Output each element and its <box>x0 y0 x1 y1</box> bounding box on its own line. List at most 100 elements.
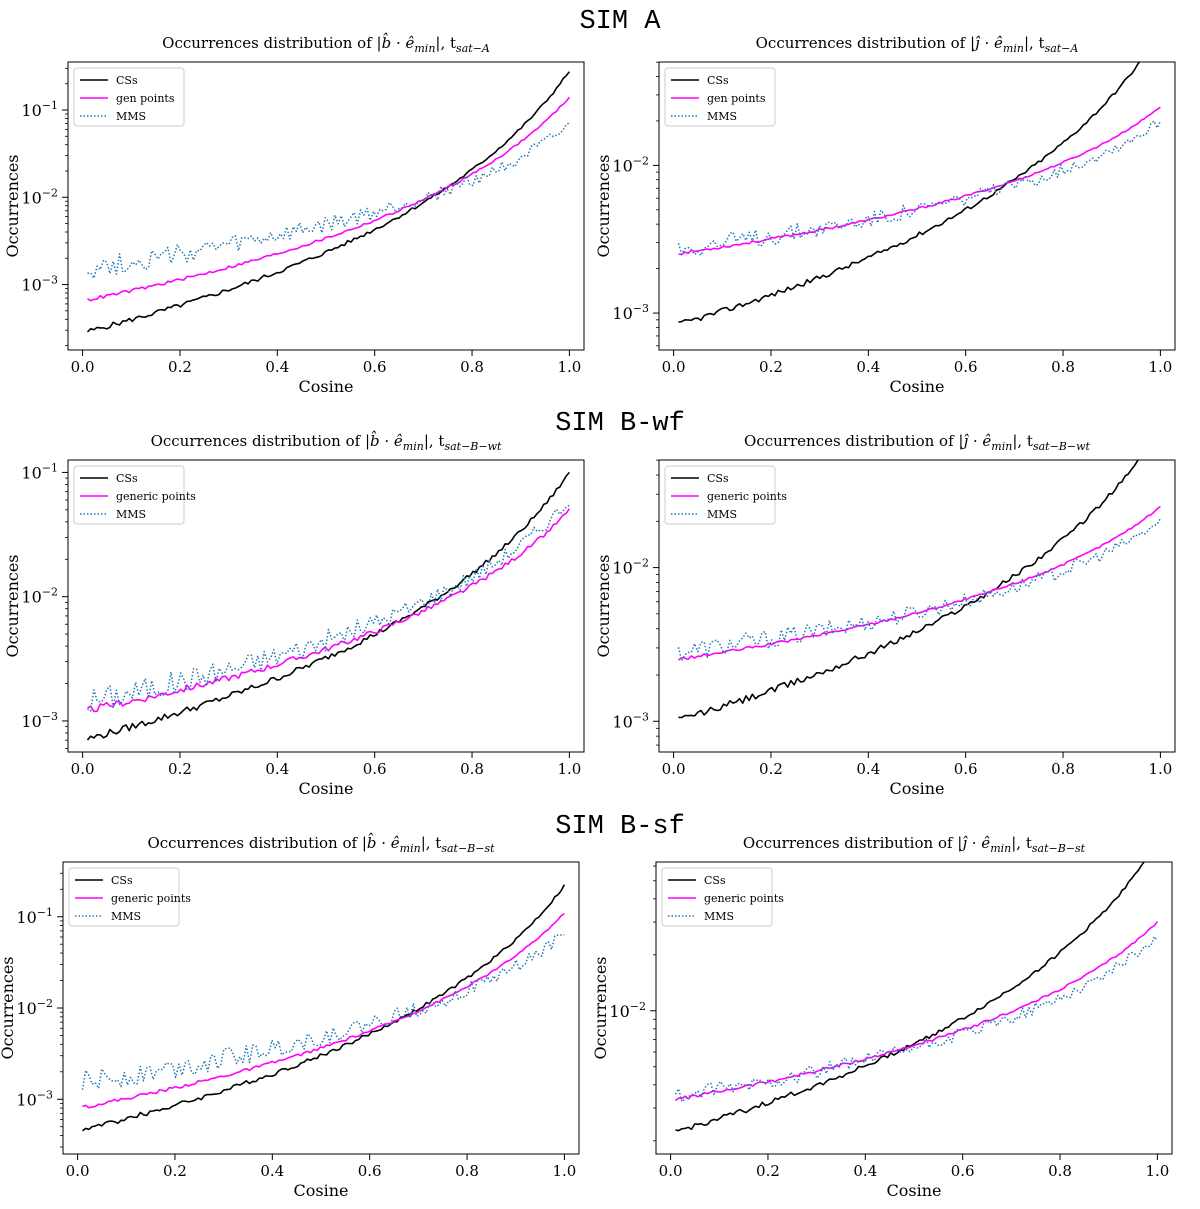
x-axis-label: Cosine <box>299 377 354 396</box>
series-line-mms <box>87 504 570 712</box>
y-tick-label: 10−2 <box>21 186 58 207</box>
series-line-mms <box>674 935 1158 1103</box>
legend: CSs generic points MMS <box>73 465 196 525</box>
legend: CSs gen points MMS <box>664 67 776 127</box>
legend-label: MMS <box>116 508 146 521</box>
y-tick-label: 10−1 <box>21 461 58 482</box>
legend-box <box>73 67 185 127</box>
axes-frame <box>67 459 585 753</box>
x-tick-label: 0.0 <box>66 1162 90 1180</box>
chart-2: Occurrences distribution of |ĵ · êmin|, … <box>594 34 1176 396</box>
y-tick-label: 10−3 <box>612 710 649 731</box>
plot-area <box>677 460 1162 719</box>
legend: CSs gen points MMS <box>73 67 185 127</box>
y-tick-label: 10−2 <box>16 997 53 1018</box>
series-line-mms <box>677 120 1162 257</box>
legend-box <box>661 867 773 927</box>
legend-box <box>664 465 776 525</box>
x-axis-label: Cosine <box>294 1181 349 1200</box>
x-tick-label: 0.2 <box>759 358 783 376</box>
x-tick-label: 0.0 <box>659 1162 683 1180</box>
plot-area <box>677 62 1162 323</box>
x-tick-label: 0.4 <box>260 1162 284 1180</box>
y-axis-label: Occurrences <box>594 154 613 257</box>
y-tick-label: 10−3 <box>16 1088 53 1109</box>
x-tick-label: 0.6 <box>951 1162 975 1180</box>
axes-frame <box>658 459 1176 753</box>
legend-label: CSs <box>111 874 133 887</box>
x-tick-label: 0.6 <box>954 760 978 778</box>
x-tick-label: 0.6 <box>358 1162 382 1180</box>
series-line-css <box>81 884 566 1132</box>
axes-frame <box>655 861 1173 1155</box>
legend-box <box>664 67 776 127</box>
x-tick-label: 0.0 <box>71 760 95 778</box>
legend-label: CSs <box>116 472 138 485</box>
series-line-mms <box>87 122 570 279</box>
x-tick-label: 0.6 <box>363 760 387 778</box>
plot-area <box>86 471 571 741</box>
legend-label: MMS <box>116 110 146 123</box>
chart-1: Occurrences distribution of |b̂ · êmin|,… <box>3 33 585 396</box>
y-tick-label: 10−3 <box>21 274 58 295</box>
x-axis-label: Cosine <box>890 779 945 798</box>
x-axis-label: Cosine <box>890 377 945 396</box>
x-tick-label: 0.4 <box>856 358 880 376</box>
plot-area <box>86 71 571 333</box>
x-tick-label: 1.0 <box>557 358 581 376</box>
legend: CSs generic points MMS <box>661 867 784 927</box>
chart-title: Occurrences distribution of |ĵ · êmin|, … <box>744 432 1090 453</box>
x-tick-label: 0.2 <box>163 1162 187 1180</box>
legend-label: generic points <box>704 892 784 905</box>
x-tick-label: 0.2 <box>168 358 192 376</box>
chart-5: Occurrences distribution of |b̂ · êmin|,… <box>0 833 580 1200</box>
x-axis-label: Cosine <box>299 779 354 798</box>
y-tick-label: 10−2 <box>21 586 58 607</box>
y-tick-label: 10−1 <box>16 906 53 927</box>
legend-label: CSs <box>704 874 726 887</box>
x-tick-label: 0.8 <box>1051 760 1075 778</box>
x-tick-label: 1.0 <box>557 760 581 778</box>
x-tick-label: 0.4 <box>265 358 289 376</box>
legend-label: MMS <box>704 910 734 923</box>
y-tick-label: 10−3 <box>21 710 58 731</box>
chart-title: Occurrences distribution of |b̂ · êmin|,… <box>147 833 495 855</box>
y-tick-label: 10−2 <box>612 154 649 175</box>
series-line-mms <box>81 934 565 1090</box>
x-tick-label: 0.6 <box>363 358 387 376</box>
series-line-mms <box>677 518 1162 662</box>
y-axis-label: Occurrences <box>591 956 610 1059</box>
x-tick-label: 0.6 <box>954 358 978 376</box>
x-tick-label: 0.2 <box>168 760 192 778</box>
legend-label: generic points <box>116 490 196 503</box>
legend-label: MMS <box>707 110 737 123</box>
series-line-gen-points <box>87 96 571 302</box>
legend-label: generic points <box>707 490 787 503</box>
series-line-generic-points <box>674 921 1159 1102</box>
x-tick-label: 0.8 <box>1051 358 1075 376</box>
legend-label: gen points <box>707 92 766 105</box>
legend-box <box>68 867 180 927</box>
y-axis-label: Occurrences <box>3 154 22 257</box>
legend-box <box>73 465 185 525</box>
x-tick-label: 0.0 <box>662 760 686 778</box>
charts-grid: Occurrences distribution of |b̂ · êmin|,… <box>0 33 1176 1200</box>
legend: CSs generic points MMS <box>68 867 191 927</box>
chart-title: Occurrences distribution of |ĵ · êmin|, … <box>743 834 1086 855</box>
series-line-css <box>678 460 1140 719</box>
y-tick-label: 10−2 <box>609 1000 646 1021</box>
legend-label: CSs <box>707 74 729 87</box>
axes-frame <box>67 61 585 351</box>
legend-label: CSs <box>707 472 729 485</box>
legend-label: MMS <box>111 910 141 923</box>
legend-label: gen points <box>116 92 175 105</box>
chart-title: Occurrences distribution of |ĵ · êmin|, … <box>756 34 1079 55</box>
chart-3: Occurrences distribution of |b̂ · êmin|,… <box>3 431 585 798</box>
x-tick-label: 1.0 <box>1148 760 1172 778</box>
x-tick-label: 0.4 <box>853 1162 877 1180</box>
y-axis-label: Occurrences <box>594 554 613 657</box>
legend-label: CSs <box>116 74 138 87</box>
x-tick-label: 1.0 <box>1145 1162 1169 1180</box>
x-tick-label: 1.0 <box>552 1162 576 1180</box>
